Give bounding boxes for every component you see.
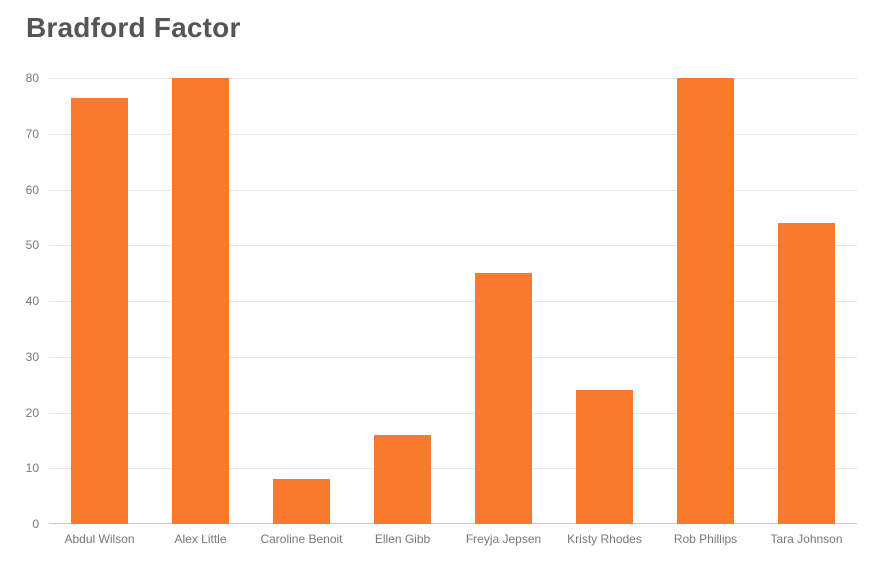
x-tick-label: Abdul Wilson [64,524,134,546]
y-tick-label: 70 [26,127,49,141]
bar [475,273,533,524]
chart-title: Bradford Factor [26,12,241,44]
gridline [49,78,857,79]
bar [71,98,129,524]
x-tick-label: Rob Phillips [674,524,737,546]
x-tick-label: Freyja Jepsen [466,524,541,546]
x-tick-label: Tara Johnson [770,524,842,546]
bar [778,223,836,524]
y-tick-label: 60 [26,183,49,197]
x-tick-label: Kristy Rhodes [567,524,642,546]
gridline [49,301,857,302]
y-tick-label: 40 [26,294,49,308]
gridline [49,245,857,246]
bar [677,78,735,524]
plot-area: 01020304050607080Abdul WilsonAlex Little… [49,78,857,524]
y-tick-label: 80 [26,71,49,85]
y-tick-label: 10 [26,461,49,475]
gridline [49,190,857,191]
gridline [49,134,857,135]
bar [273,479,331,524]
x-tick-label: Ellen Gibb [375,524,430,546]
y-tick-label: 0 [32,517,49,531]
y-tick-label: 50 [26,238,49,252]
gridline [49,468,857,469]
gridline [49,413,857,414]
gridline [49,357,857,358]
bar [576,390,634,524]
x-tick-label: Alex Little [174,524,226,546]
bar [374,435,432,524]
x-tick-label: Caroline Benoit [260,524,342,546]
bar [172,78,230,524]
y-tick-label: 20 [26,406,49,420]
y-tick-label: 30 [26,350,49,364]
